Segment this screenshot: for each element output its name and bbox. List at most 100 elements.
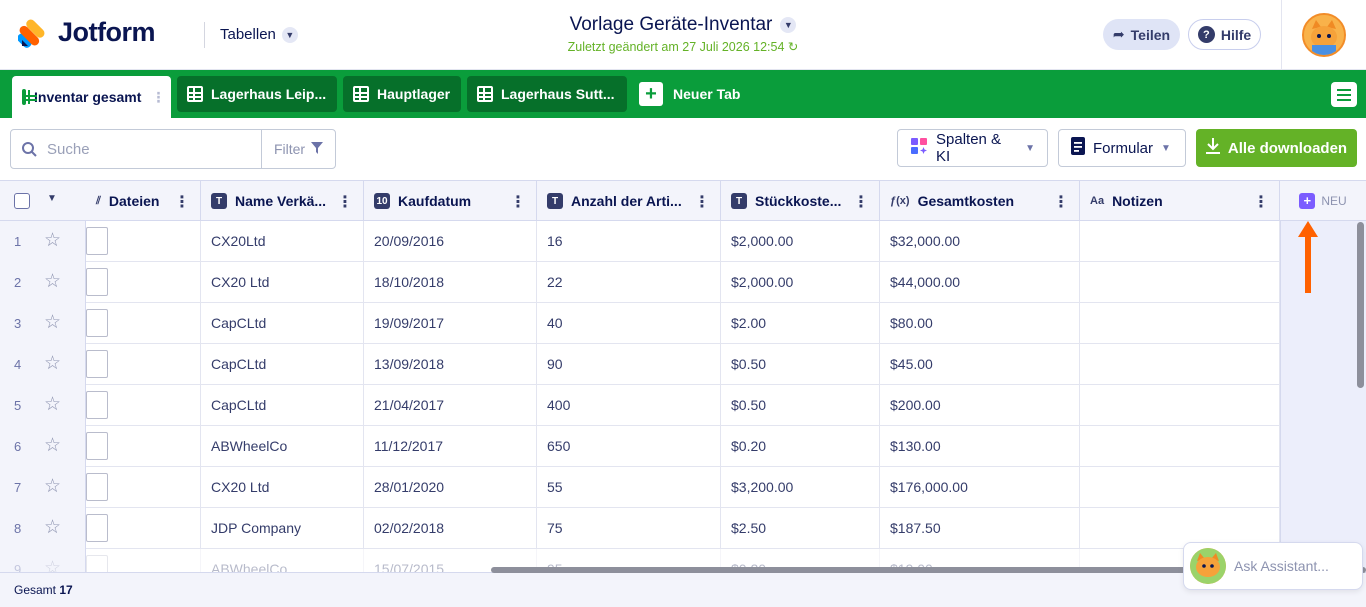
cell-date[interactable]: 20/09/2016 [364, 221, 537, 261]
cell-date[interactable]: 11/12/2017 [364, 426, 537, 466]
table-row[interactable]: CapCLtd 19/09/2017 40 $2.00 $80.00 [0, 303, 1366, 344]
file-thumbnail[interactable] [86, 268, 108, 296]
tab-lagerhaus-sutton[interactable]: Lagerhaus Sutt... [467, 76, 627, 112]
cell-total-cost[interactable]: $80.00 [880, 303, 1080, 343]
cell-unit-cost[interactable]: $2.00 [721, 303, 880, 343]
cell-files[interactable] [86, 303, 201, 343]
cell-vendor[interactable]: JDP Company [201, 508, 364, 548]
cell-date[interactable]: 02/02/2018 [364, 508, 537, 548]
cell-files[interactable] [86, 426, 201, 466]
column-menu-icon[interactable]: ⋮ [853, 194, 869, 211]
share-button[interactable]: ➦ Teilen [1103, 19, 1180, 50]
cell-unit-cost[interactable]: $2,000.00 [721, 221, 880, 261]
star-icon[interactable]: ☆ [44, 435, 62, 456]
cell-qty[interactable]: 75 [537, 508, 721, 548]
cell-files[interactable] [86, 385, 201, 425]
cell-unit-cost[interactable]: $2.50 [721, 508, 880, 548]
tab-lagerhaus-leipzig[interactable]: Lagerhaus Leip... [177, 76, 337, 112]
cell-total-cost[interactable]: $187.50 [880, 508, 1080, 548]
cell-vendor[interactable]: CapCLtd [201, 303, 364, 343]
cell-total-cost[interactable]: $32,000.00 [880, 221, 1080, 261]
cell-qty[interactable]: 16 [537, 221, 721, 261]
star-icon[interactable]: ☆ [44, 230, 62, 251]
cell-date[interactable]: 13/09/2018 [364, 344, 537, 384]
cell-files[interactable] [86, 467, 201, 507]
column-header-anzahl[interactable]: T Anzahl der Arti... ⋮ [537, 181, 721, 221]
table-row[interactable]: CapCLtd 13/09/2018 90 $0.50 $45.00 [0, 344, 1366, 385]
column-menu-icon[interactable]: ⋮ [1253, 194, 1269, 211]
cell-unit-cost[interactable]: $3,200.00 [721, 467, 880, 507]
column-menu-icon[interactable]: ⋮ [510, 194, 526, 211]
add-column-button[interactable]: + NEU [1280, 180, 1366, 221]
tab-more-icon[interactable]: ⋮ [151, 88, 166, 105]
cell-files[interactable] [86, 221, 201, 261]
star-icon[interactable]: ☆ [44, 394, 62, 415]
table-row[interactable]: ABWheelCo 11/12/2017 650 $0.20 $130.00 [0, 426, 1366, 467]
cell-notes[interactable] [1080, 344, 1280, 384]
table-row[interactable]: CX20 Ltd 28/01/2020 55 $3,200.00 $176,000.00 [0, 467, 1366, 508]
cell-vendor[interactable]: CapCLtd [201, 385, 364, 425]
cell-date[interactable]: 21/04/2017 [364, 385, 537, 425]
columns-ai-button[interactable]: Spalten & KI ▼ [897, 129, 1048, 167]
star-icon[interactable]: ☆ [44, 517, 62, 538]
cell-vendor[interactable]: CX20 Ltd [201, 262, 364, 302]
cell-total-cost[interactable]: $130.00 [880, 426, 1080, 466]
document-title[interactable]: Vorlage Geräte-Inventar ▼ [570, 14, 797, 36]
cell-vendor[interactable]: CX20Ltd [201, 221, 364, 261]
tab-hauptlager[interactable]: Hauptlager [343, 76, 461, 112]
column-menu-icon[interactable]: ⋮ [174, 194, 190, 211]
ask-assistant-button[interactable]: Ask Assistant... [1183, 542, 1363, 590]
star-icon[interactable]: ☆ [44, 476, 62, 497]
tab-inventar-gesamt[interactable]: Inventar gesamt ⋮ [12, 76, 171, 118]
user-avatar[interactable] [1302, 13, 1346, 57]
cell-notes[interactable] [1080, 221, 1280, 261]
table-row[interactable]: CX20Ltd 20/09/2016 16 $2,000.00 $32,000.00 [0, 221, 1366, 262]
cell-qty[interactable]: 22 [537, 262, 721, 302]
cell-vendor[interactable]: CX20 Ltd [201, 467, 364, 507]
cell-total-cost[interactable]: $200.00 [880, 385, 1080, 425]
cell-vendor[interactable]: ABWheelCo [201, 426, 364, 466]
download-all-button[interactable]: Alle downloaden [1196, 129, 1357, 167]
cell-qty[interactable]: 90 [537, 344, 721, 384]
cell-files[interactable] [86, 262, 201, 302]
cell-qty[interactable]: 650 [537, 426, 721, 466]
filter-button[interactable]: Filter [261, 130, 335, 168]
table-row[interactable]: CX20 Ltd 18/10/2018 22 $2,000.00 $44,000.00 [0, 262, 1366, 303]
column-header-gesamtkosten[interactable]: ƒ(x) Gesamtkosten ⋮ [880, 181, 1080, 221]
cell-qty[interactable]: 400 [537, 385, 721, 425]
star-icon[interactable]: ☆ [44, 271, 62, 292]
star-icon[interactable]: ☆ [44, 312, 62, 333]
column-header-kaufdatum[interactable]: 10 Kaufdatum ⋮ [364, 181, 537, 221]
cell-files[interactable] [86, 508, 201, 548]
cell-date[interactable]: 19/09/2017 [364, 303, 537, 343]
cell-notes[interactable] [1080, 467, 1280, 507]
file-thumbnail[interactable] [86, 227, 108, 255]
vertical-scrollbar[interactable] [1357, 222, 1364, 388]
cell-unit-cost[interactable]: $0.50 [721, 385, 880, 425]
search-input[interactable] [47, 140, 257, 158]
cell-unit-cost[interactable]: $2,000.00 [721, 262, 880, 302]
column-header-dateien[interactable]: ⫽ Dateien ⋮ [86, 181, 201, 221]
cell-date[interactable]: 18/10/2018 [364, 262, 537, 302]
select-all-checkbox[interactable] [14, 193, 30, 209]
cell-notes[interactable] [1080, 303, 1280, 343]
jotform-logo[interactable]: Jotform [18, 16, 156, 48]
horizontal-scrollbar[interactable] [491, 567, 1366, 573]
file-thumbnail[interactable] [86, 309, 108, 337]
cell-unit-cost[interactable]: $0.20 [721, 426, 880, 466]
file-thumbnail[interactable] [86, 432, 108, 460]
new-tab-button[interactable]: + Neuer Tab [639, 82, 740, 106]
column-header-stueckkosten[interactable]: T Stückkoste... ⋮ [721, 181, 880, 221]
cell-notes[interactable] [1080, 262, 1280, 302]
table-row[interactable]: JDP Company 02/02/2018 75 $2.50 $187.50 [0, 508, 1366, 549]
cell-notes[interactable] [1080, 426, 1280, 466]
file-thumbnail[interactable] [86, 350, 108, 378]
file-thumbnail[interactable] [86, 391, 108, 419]
cell-notes[interactable] [1080, 385, 1280, 425]
cell-qty[interactable]: 40 [537, 303, 721, 343]
cell-vendor[interactable]: CapCLtd [201, 344, 364, 384]
cell-total-cost[interactable]: $44,000.00 [880, 262, 1080, 302]
form-button[interactable]: Formular ▼ [1058, 129, 1186, 167]
column-menu-icon[interactable]: ⋮ [1053, 194, 1069, 211]
file-thumbnail[interactable] [86, 473, 108, 501]
